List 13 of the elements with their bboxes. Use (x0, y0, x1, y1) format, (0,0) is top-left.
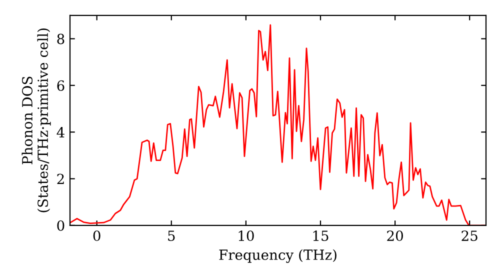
y-axis-title: Phonon DOS (States/THz·primitive cell) (22, 28, 51, 212)
x-axis-title: Frequency (THz) (219, 249, 336, 263)
y-tick-label: 8 (57, 34, 64, 44)
x-tick-label: 15 (313, 230, 328, 242)
x-tick-label: 10 (238, 230, 254, 242)
y-tick-label: 2 (57, 174, 64, 184)
x-tick-label: 20 (387, 230, 403, 242)
x-tick-label: 0 (93, 230, 100, 242)
y-tick-label: 6 (57, 80, 64, 91)
x-tick-label: 5 (168, 230, 175, 242)
x-tick-label: 25 (462, 230, 478, 242)
y-tick-label: 4 (56, 127, 64, 138)
y-tick-label: 0 (57, 220, 64, 231)
